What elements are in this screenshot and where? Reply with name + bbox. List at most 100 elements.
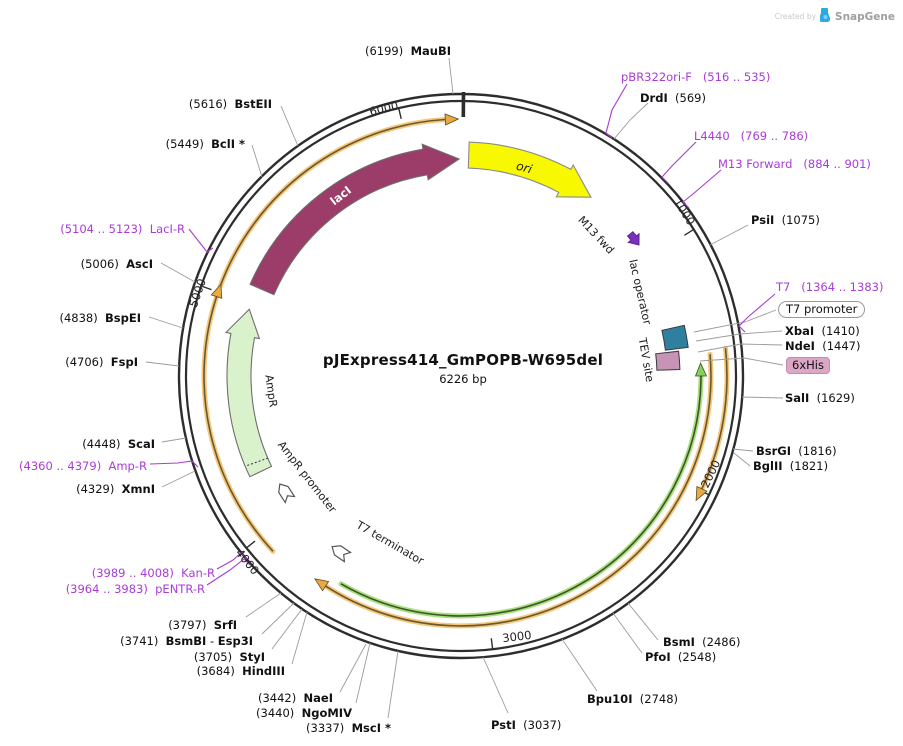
callout-maubi[interactable]: (6199) MauBI <box>365 44 451 58</box>
callout-amp-r[interactable]: (4360 .. 4379) Amp-R <box>19 459 147 473</box>
callout-drdi-text: (569) <box>667 91 706 105</box>
callout-bpu10i[interactable]: Bpu10I (2748) <box>587 692 678 706</box>
callout-xmni[interactable]: (4329) XmnI <box>76 482 155 496</box>
terminator-arrow-t7[interactable] <box>329 542 352 563</box>
orf-arc-ampr-region-core <box>203 296 274 552</box>
leader-bcli <box>251 144 263 178</box>
feature-ori[interactable] <box>467 141 592 198</box>
orf-arc-insert-long-halo <box>323 351 714 629</box>
feature-lac-operator[interactable] <box>661 324 689 351</box>
callout-bsrgi[interactable]: BsrGI (1816) <box>756 444 837 458</box>
callout-laci-r[interactable]: (5104 .. 5123) LacI-R <box>60 222 185 236</box>
callout-6xhis[interactable]: 6xHis <box>786 357 830 374</box>
callout-bglii-text: (1821) <box>782 459 829 473</box>
callout-amp-r-text: (4360 .. 4379) Amp-R <box>19 459 147 473</box>
callout-msci[interactable]: (3337) MscI * <box>306 721 391 735</box>
feature-tev-6xhis[interactable] <box>655 350 681 371</box>
callout-asci-name: AscI <box>126 257 153 271</box>
callout-asci[interactable]: (5006) AscI <box>81 257 153 271</box>
gene-arc-gmpopb-core <box>340 375 702 617</box>
leader-bglii <box>733 452 751 467</box>
leader-ngomiv <box>355 642 371 704</box>
callout-scai[interactable]: (4448) ScaI <box>82 437 155 451</box>
leader-t7 <box>738 293 776 333</box>
leader-amp-r <box>149 460 199 468</box>
callout-ndei-text: (1447) <box>814 339 861 353</box>
callout-bspei-text: (4838) <box>59 311 106 325</box>
feature-laci[interactable] <box>249 143 461 296</box>
callout-m13-forward[interactable]: M13 Forward (884 .. 901) <box>718 157 871 171</box>
snapgene-watermark: Created by SnapGene <box>775 7 895 26</box>
callout-bsmbi-esp3i-text: - <box>206 634 218 648</box>
callout-sali[interactable]: SalI (1629) <box>785 391 855 405</box>
callout-bglii[interactable]: BglII (1821) <box>753 459 828 473</box>
callout-styi[interactable]: (3705) StyI <box>194 650 265 664</box>
feature-m13-fwd-primer[interactable] <box>626 231 640 246</box>
callout-msci-name: MscI * <box>351 721 391 735</box>
callout-t7[interactable]: T7 (1364 .. 1383) <box>776 280 883 294</box>
leader-bsrgi <box>732 448 754 452</box>
callout-drdi[interactable]: DrdI (569) <box>640 91 706 105</box>
callout-pfoi[interactable]: PfoI (2548) <box>645 650 716 664</box>
callout-ngomiv[interactable]: (3440) NgoMIV <box>256 706 352 720</box>
callout-fspi[interactable]: (4706) FspI <box>65 355 138 369</box>
callout-asci-text: (5006) <box>80 257 127 271</box>
callout-srfi[interactable]: (3797) SrfI <box>168 618 237 632</box>
callout-t7-promoter[interactable]: T7 promoter <box>778 301 866 318</box>
leader-m13-forward <box>682 169 722 209</box>
callout-xbai[interactable]: XbaI (1410) <box>785 324 860 338</box>
leader-naei <box>339 643 367 693</box>
callout-bstEII-text: (5616) <box>188 97 235 111</box>
leader-sali <box>741 396 784 399</box>
callout-psii-text: (1075) <box>774 213 820 227</box>
plasmid-name: pJExpress414_GmPOPB-W695del <box>322 351 604 369</box>
leader-ndei <box>697 343 783 353</box>
leader-pfoi <box>612 612 643 654</box>
leader-bstEII <box>280 105 299 147</box>
callout-hindiii[interactable]: (3684) HindIII <box>197 664 285 678</box>
callout-bsmbi-esp3i-text: (3741) <box>120 634 166 648</box>
orf-arc-insert-long-core <box>325 354 712 627</box>
callout-psti[interactable]: PstI (3037) <box>491 718 561 732</box>
leader-drdi <box>613 102 649 140</box>
callout-psii[interactable]: PsiI (1075) <box>751 213 820 227</box>
promoter-arrow-ampr[interactable] <box>275 481 296 504</box>
callout-fspi-text: (4706) <box>65 355 111 369</box>
callout-pentr-r[interactable]: (3964 .. 3983) pENTR-R <box>66 582 205 596</box>
leader-xbai <box>695 330 783 342</box>
callout-srfi-text: (3797) <box>168 618 214 632</box>
gene-arc-gmpopb-arrowhead <box>694 361 708 377</box>
leader-xmni <box>161 470 196 488</box>
orf-arc-insert-short-core <box>701 348 728 490</box>
callout-pfoi-text: (2548) <box>670 650 717 664</box>
callout-bcli[interactable]: (5449) BclI * <box>166 137 245 151</box>
orf-arc-insert-long-arrowhead <box>313 578 330 592</box>
callout-bsmi[interactable]: BsmI (2486) <box>663 635 740 649</box>
leader-bspei <box>148 316 184 329</box>
callout-fspi-name: FspI <box>110 355 138 369</box>
callout-hindiii-name: HindIII <box>242 664 285 678</box>
plasmid-backbone-inner-ring <box>184 99 738 653</box>
leader-pbr322ori-f <box>605 83 628 139</box>
callout-pbr322ori-f[interactable]: pBR322ori-F (516 .. 535) <box>621 70 770 84</box>
orf-arc-insert-short-arrowhead <box>695 485 708 502</box>
callout-naei-text: (3442) <box>257 691 304 705</box>
callout-kan-r[interactable]: (3989 .. 4008) Kan-R <box>92 566 215 580</box>
leader-psti <box>482 656 509 714</box>
leader-fspi <box>145 361 180 367</box>
leader-styi <box>271 608 303 650</box>
callout-naei[interactable]: (3442) NaeI <box>258 691 333 705</box>
leader-pentr-r <box>206 558 251 586</box>
callout-bspei[interactable]: (4838) BspEI <box>59 311 141 325</box>
feature-ampr[interactable] <box>224 308 273 478</box>
callout-ndei[interactable]: NdeI (1447) <box>785 339 861 353</box>
callout-ngomiv-name: NgoMIV <box>301 706 352 720</box>
callout-bsmbi-esp3i[interactable]: (3741) BsmBI - Esp3I <box>120 634 253 648</box>
kb-tick-4000 <box>245 540 256 549</box>
callout-l4440[interactable]: L4440 (769 .. 786) <box>694 129 808 143</box>
callout-drdi-name: DrdI <box>640 91 668 105</box>
callout-bstEII[interactable]: (5616) BstEII <box>189 97 272 111</box>
callout-xbai-text: (1410) <box>814 324 860 338</box>
callout-msci-text: (3337) <box>306 721 352 735</box>
